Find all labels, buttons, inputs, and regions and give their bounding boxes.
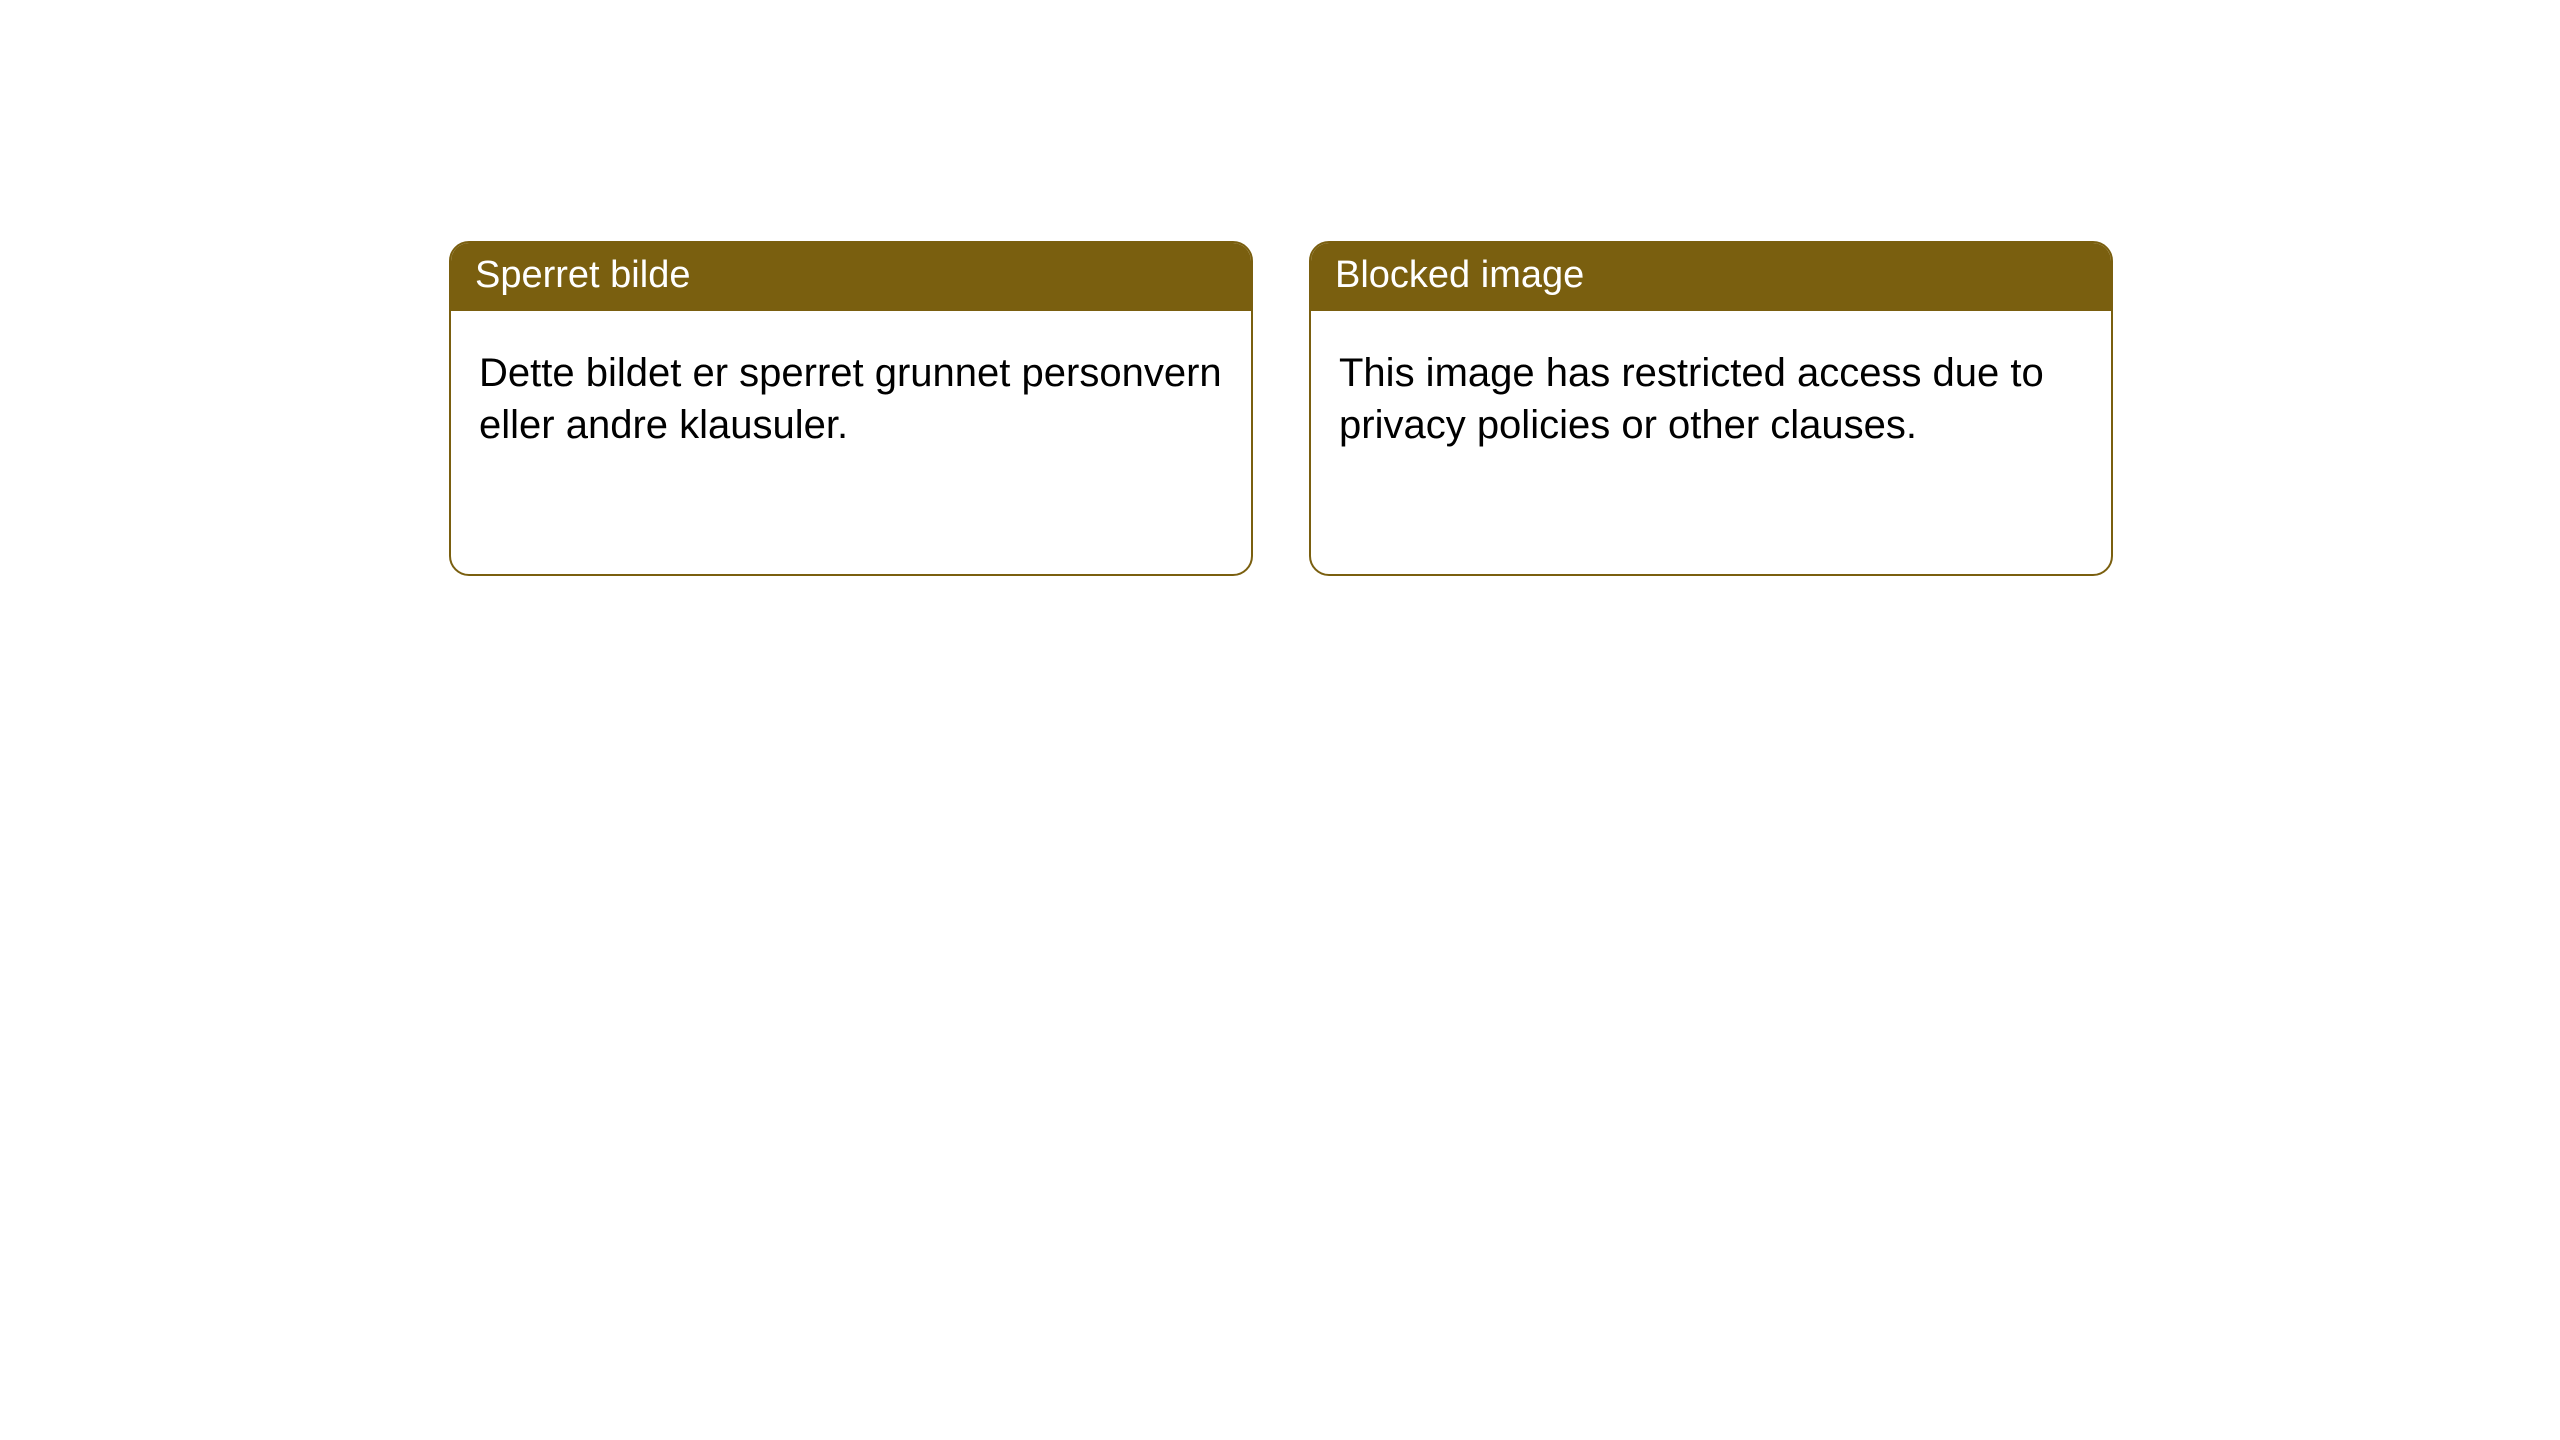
card-text-no: Dette bildet er sperret grunnet personve… [479,351,1222,447]
card-body-en: This image has restricted access due to … [1311,311,2111,487]
card-text-en: This image has restricted access due to … [1339,351,2044,447]
card-header-no: Sperret bilde [451,243,1251,311]
notice-container: Sperret bilde Dette bildet er sperret gr… [0,0,2560,576]
card-header-en: Blocked image [1311,243,2111,311]
blocked-image-card-no: Sperret bilde Dette bildet er sperret gr… [449,241,1253,576]
blocked-image-card-en: Blocked image This image has restricted … [1309,241,2113,576]
card-title-no: Sperret bilde [475,254,690,296]
card-title-en: Blocked image [1335,254,1584,296]
card-body-no: Dette bildet er sperret grunnet personve… [451,311,1251,487]
